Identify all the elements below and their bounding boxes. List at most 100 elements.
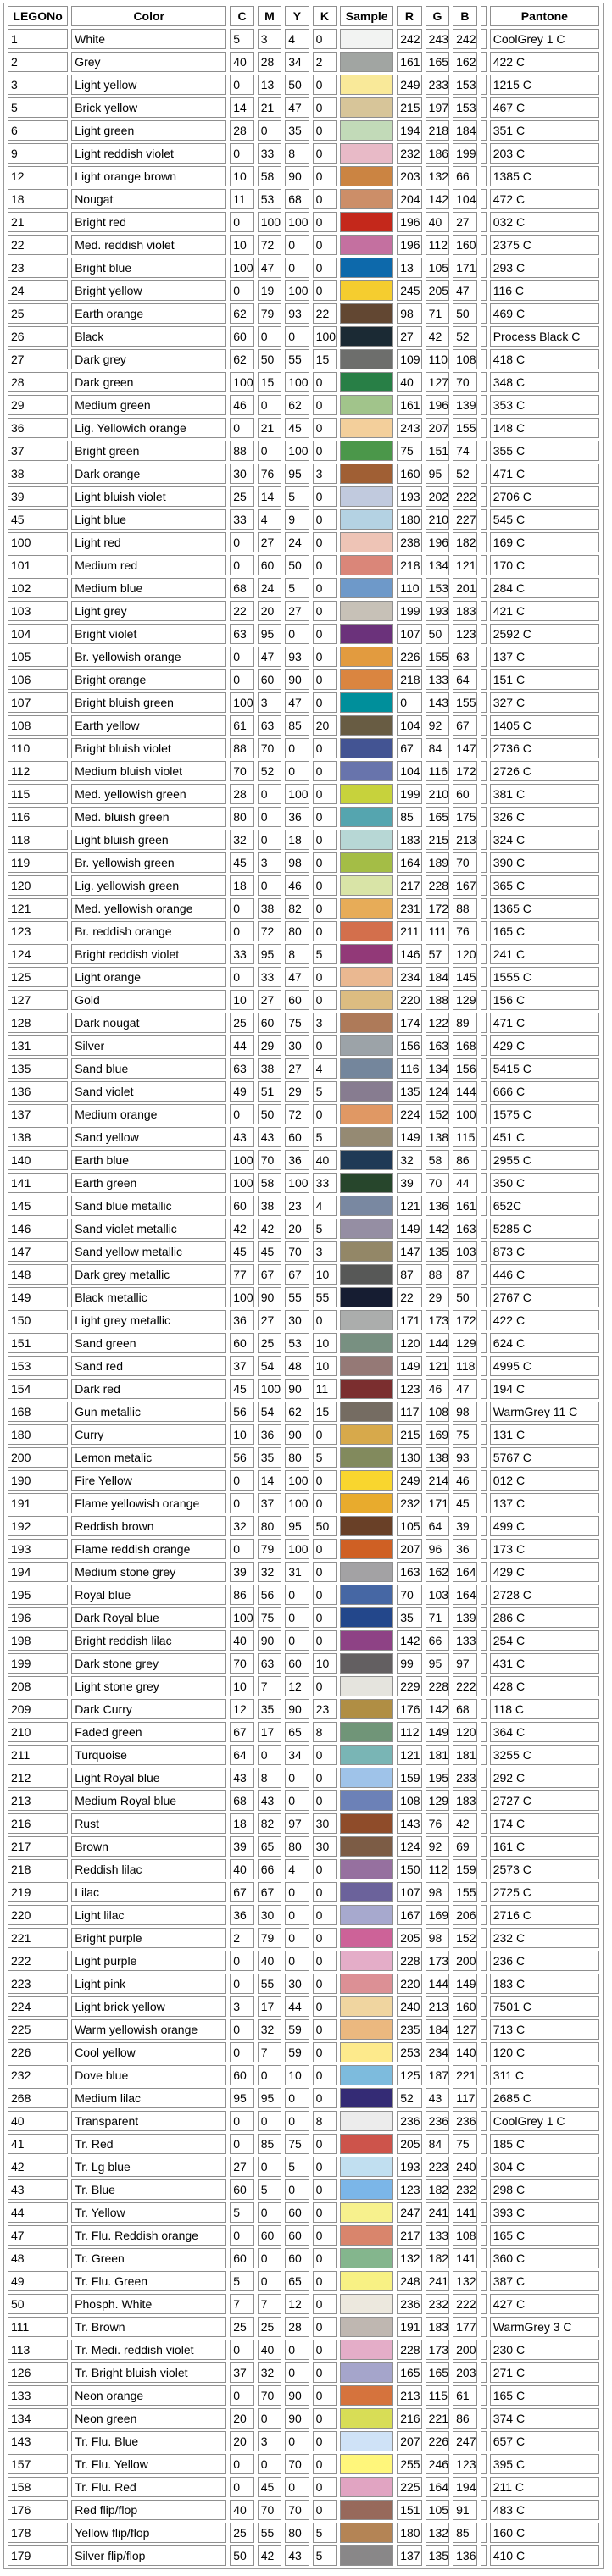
- sample-swatch: [340, 2385, 394, 2406]
- black-cell: 0: [312, 189, 337, 209]
- pantone-cell: 241 C: [489, 944, 599, 964]
- color-name-cell: Med. bluish green: [71, 807, 227, 827]
- pantone-cell: 165 C: [489, 2225, 599, 2246]
- green-cell: 112: [425, 235, 450, 255]
- yellow-cell: 34: [285, 1745, 309, 1765]
- color-name-cell: Reddish lilac: [71, 1859, 227, 1879]
- cyan-cell: 12: [230, 1699, 254, 1719]
- yellow-cell: 60: [285, 990, 309, 1010]
- red-cell: 217: [397, 2225, 422, 2246]
- sample-swatch: [340, 761, 394, 781]
- spacer-cell: [480, 2065, 487, 2085]
- red-cell: 205: [397, 2134, 422, 2154]
- black-cell: 0: [312, 235, 337, 255]
- color-name-cell: Med. reddish violet: [71, 235, 227, 255]
- blue-cell: 120: [453, 944, 477, 964]
- blue-cell: 227: [453, 509, 477, 530]
- blue-cell: 149: [453, 1974, 477, 1994]
- cyan-cell: 33: [230, 509, 254, 530]
- table-row: 153 Sand red 37 54 48 10 149 121 118 4995 C: [8, 1356, 599, 1376]
- table-row: 224 Light brick yellow 3 17 44 0 240 213 160 7501…: [8, 1996, 599, 2017]
- blue-cell: 50: [453, 303, 477, 324]
- spacer-cell: [480, 29, 487, 49]
- magenta-cell: 55: [257, 2523, 282, 2543]
- table-row: 190 Fire Yellow 0 14 100 0 249 214 46 012 C: [8, 1470, 599, 1491]
- color-name-cell: Bright bluish green: [71, 692, 227, 713]
- sample-swatch: [340, 1974, 394, 1994]
- yellow-cell: 67: [285, 1264, 309, 1285]
- yellow-cell: 0: [285, 1585, 309, 1605]
- sample-swatch: [340, 2019, 394, 2040]
- black-cell: 0: [312, 1768, 337, 1788]
- red-cell: 123: [397, 2179, 422, 2200]
- magenta-cell: 33: [257, 143, 282, 164]
- pantone-cell: 2725 C: [489, 1882, 599, 1902]
- pantone-cell: 364 C: [489, 1722, 599, 1742]
- yellow-cell: 0: [285, 1768, 309, 1788]
- black-cell: 5: [312, 2545, 337, 2566]
- red-cell: 207: [397, 1539, 422, 1559]
- green-cell: 84: [425, 2134, 450, 2154]
- magenta-cell: 0: [257, 2065, 282, 2085]
- pantone-cell: 467 C: [489, 97, 599, 118]
- table-row: 43 Tr. Blue 60 5 0 0 123 182 232 298 C: [8, 2179, 599, 2200]
- black-cell: 5: [312, 944, 337, 964]
- sample-swatch: [340, 441, 394, 461]
- red-cell: 149: [397, 1219, 422, 1239]
- blue-cell: 160: [453, 235, 477, 255]
- table-row: 27 Dark grey 62 50 55 15 109 110 108 418 C: [8, 349, 599, 369]
- color-name-cell: Medium stone grey: [71, 1562, 227, 1582]
- black-cell: 0: [312, 97, 337, 118]
- yellow-cell: 85: [285, 715, 309, 736]
- cyan-cell: 63: [230, 1058, 254, 1079]
- red-cell: 171: [397, 1310, 422, 1330]
- cyan-cell: 60: [230, 1196, 254, 1216]
- pantone-cell: 451 C: [489, 1127, 599, 1147]
- color-name-cell: Bright green: [71, 441, 227, 461]
- sample-swatch: [340, 1722, 394, 1742]
- color-name-cell: Medium Royal blue: [71, 1790, 227, 1811]
- cyan-cell: 33: [230, 944, 254, 964]
- red-cell: 183: [397, 830, 422, 850]
- red-cell: 161: [397, 395, 422, 415]
- spacer-cell: [480, 1562, 487, 1582]
- black-cell: 40: [312, 1150, 337, 1170]
- yellow-cell: 80: [285, 921, 309, 941]
- color-name-cell: Light red: [71, 532, 227, 552]
- table-row: 18 Nougat 11 53 68 0 204 142 104 472 C: [8, 189, 599, 209]
- yellow-cell: 60: [285, 2225, 309, 2246]
- magenta-cell: 38: [257, 898, 282, 919]
- spacer-cell: [480, 1287, 487, 1307]
- color-name-cell: Flame yellowish orange: [71, 1493, 227, 1513]
- cyan-cell: 0: [230, 1974, 254, 1994]
- spacer-cell: [480, 1424, 487, 1445]
- color-name-cell: Royal blue: [71, 1585, 227, 1605]
- spacer-cell: [480, 120, 487, 141]
- color-name-cell: Medium blue: [71, 578, 227, 598]
- spacer-cell: [480, 52, 487, 72]
- table-row: 9 Light reddish violet 0 33 8 0 232 186 199 203 C: [8, 143, 599, 164]
- pantone-cell: 2736 C: [489, 738, 599, 758]
- pantone-cell: 137 C: [489, 647, 599, 667]
- sample-swatch: [340, 578, 394, 598]
- red-cell: 180: [397, 2523, 422, 2543]
- pantone-cell: 353 C: [489, 395, 599, 415]
- magenta-cell: 24: [257, 578, 282, 598]
- yellow-cell: 36: [285, 807, 309, 827]
- table-row: 125 Light orange 0 33 47 0 234 184 145 1555 C: [8, 967, 599, 987]
- magenta-cell: 72: [257, 235, 282, 255]
- magenta-cell: 35: [257, 1447, 282, 1468]
- magenta-cell: 7: [257, 2294, 282, 2314]
- yellow-cell: 0: [285, 2088, 309, 2108]
- sample-swatch: [340, 2225, 394, 2246]
- magenta-cell: 50: [257, 1104, 282, 1124]
- cyan-cell: 40: [230, 52, 254, 72]
- sample-swatch: [340, 898, 394, 919]
- red-cell: 130: [397, 1447, 422, 1468]
- color-name-cell: Sand blue: [71, 1058, 227, 1079]
- color-name-cell: Faded green: [71, 1722, 227, 1742]
- yellow-cell: 0: [285, 2111, 309, 2131]
- yellow-cell: 30: [285, 1310, 309, 1330]
- pantone-cell: 118 C: [489, 1699, 599, 1719]
- blue-cell: 222: [453, 486, 477, 507]
